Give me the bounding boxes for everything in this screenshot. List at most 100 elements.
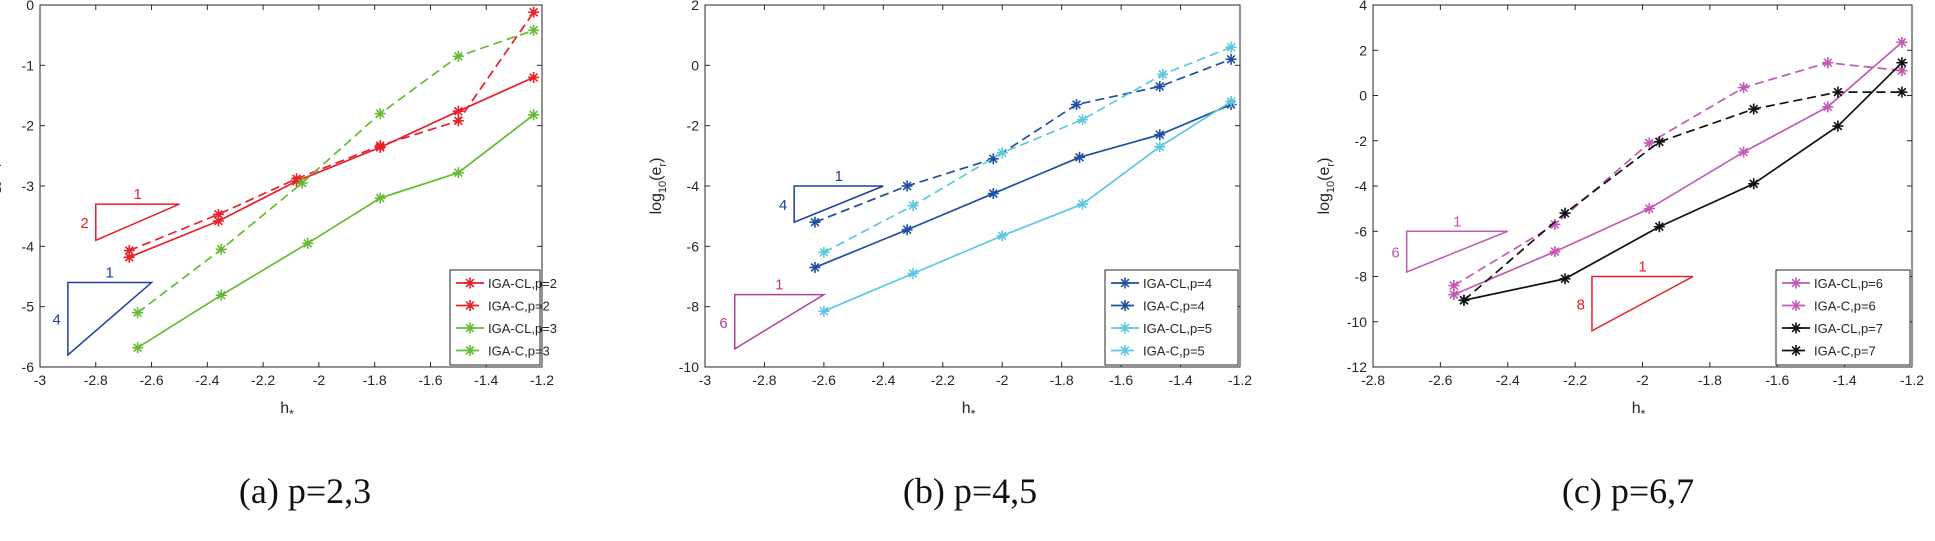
y-tick-label: -4 <box>687 178 700 194</box>
data-point <box>1822 57 1834 69</box>
data-point <box>1448 289 1460 301</box>
series-IGA-CL,p=5 <box>818 96 1237 317</box>
caption-b: (b) p=4,5 <box>902 471 1038 511</box>
legend-entry: IGA-CL,p=7 <box>1782 321 1883 336</box>
x-tick-label: -2.4 <box>1496 372 1520 388</box>
x-axis-label: h* <box>962 400 976 421</box>
data-point <box>996 147 1008 159</box>
slope-rise-label: 6 <box>1391 245 1399 262</box>
data-point <box>528 6 540 18</box>
slope-triangle: 14 <box>779 168 884 224</box>
legend-entry: IGA-C,p=3 <box>456 344 550 359</box>
data-point <box>215 289 227 301</box>
legend: IGA-CL,p=2 IGA-C,p=2 IGA-CL,p=3 IGA-C,p=3 <box>449 269 557 366</box>
x-tick-label: -2 <box>996 372 1009 388</box>
data-point <box>1559 207 1571 219</box>
y-tick-label: 2 <box>1359 42 1367 58</box>
legend-box <box>449 269 541 366</box>
y-axis-label: log10(er) <box>648 158 669 215</box>
x-tick-label: -2.4 <box>871 372 895 388</box>
y-tick-label: -4 <box>1355 178 1368 194</box>
data-point <box>1832 120 1844 132</box>
slope-run-label: 1 <box>1638 259 1646 276</box>
y-tick-label: -8 <box>1355 269 1368 285</box>
series-line <box>128 11 535 252</box>
data-point <box>296 177 308 189</box>
series-IGA-C,p=4 <box>809 53 1237 228</box>
series-IGA-C,p=6 <box>1448 57 1908 292</box>
x-tick-label: -1.8 <box>1698 372 1722 388</box>
legend-label: IGA-CL,p=4 <box>1143 276 1212 291</box>
x-tick-label: -2.6 <box>139 372 163 388</box>
y-tick-label: -4 <box>22 238 35 254</box>
legend-marker <box>1790 277 1802 289</box>
series-line <box>1463 62 1903 302</box>
x-tick-label: -2 <box>1636 372 1649 388</box>
y-tick-label: -10 <box>1347 314 1367 330</box>
legend-marker <box>1119 277 1131 289</box>
data-point <box>901 180 913 192</box>
legend-label: IGA-CL,p=6 <box>1814 276 1883 291</box>
series-line <box>823 100 1232 312</box>
legend-marker <box>1119 300 1131 311</box>
y-tick-label: 2 <box>691 0 699 13</box>
x-tick-label: -1.4 <box>1833 372 1857 388</box>
x-tick-label: -3 <box>699 372 712 388</box>
data-point <box>452 167 464 179</box>
legend-marker <box>1790 345 1802 356</box>
slope-triangle: 16 <box>1391 213 1509 274</box>
legend-entry: IGA-CL,p=6 <box>1782 276 1883 291</box>
data-point <box>1225 96 1237 108</box>
slope-run-label: 1 <box>133 186 141 203</box>
legend-label: IGA-CL,p=7 <box>1814 321 1883 336</box>
legend-marker <box>464 277 476 289</box>
data-point <box>374 140 386 152</box>
legend-marker <box>464 345 476 356</box>
x-tick-label: -1.4 <box>474 372 498 388</box>
data-point <box>528 109 540 121</box>
series-IGA-C,p=2 <box>123 6 540 257</box>
legend-entry: IGA-CL,p=3 <box>456 321 557 336</box>
legend-entry: IGA-C,p=4 <box>1111 299 1205 314</box>
data-point <box>1076 198 1088 210</box>
data-point <box>132 307 144 319</box>
caption-c: (c) p=6,7 <box>1561 471 1695 511</box>
x-tick-label: -1.2 <box>1900 372 1924 388</box>
data-point <box>528 24 540 36</box>
data-point <box>1896 36 1908 48</box>
slope-triangle-shape <box>67 281 154 357</box>
data-point <box>1896 57 1908 69</box>
legend-label: IGA-CL,p=3 <box>488 321 557 336</box>
series-line <box>814 103 1232 269</box>
data-point <box>1559 273 1571 285</box>
chart-b: -3 -2.8 -2.6 -2.4 -2.2 -2 -1.8 -1.6 -1.4 -1.2 -10 -… <box>648 0 1252 421</box>
slope-rise-label: 4 <box>53 312 61 329</box>
series-IGA-CL,p=2 <box>123 71 540 263</box>
legend-entry: IGA-CL,p=2 <box>456 276 557 291</box>
x-tick-label: -2 <box>313 372 326 388</box>
slope-triangle-shape <box>95 203 180 242</box>
data-point <box>818 246 830 258</box>
slope-triangle-shape <box>1405 230 1509 274</box>
data-point <box>1643 137 1655 149</box>
y-tick-label: 0 <box>26 0 34 13</box>
data-point <box>1458 294 1470 306</box>
data-point <box>1748 178 1760 190</box>
data-point <box>901 224 913 236</box>
data-point <box>1549 246 1561 258</box>
x-tick-label: -3 <box>34 372 47 388</box>
data-point <box>809 216 821 228</box>
legend-label: IGA-CL,p=2 <box>488 276 557 291</box>
data-point <box>302 237 314 249</box>
y-tick-label: 4 <box>1359 0 1367 13</box>
legend-label: IGA-C,p=3 <box>488 344 550 359</box>
slope-triangle-shape <box>793 185 884 224</box>
y-tick-label: -6 <box>1355 223 1368 239</box>
data-point <box>291 173 303 185</box>
series-line <box>1453 41 1903 296</box>
series-IGA-C,p=5 <box>818 41 1237 258</box>
chart-a: -3 -2.8 -2.6 -2.4 -2.2 -2 -1.8 -1.6 -1.4 -1.2 -6 -5… <box>0 0 557 421</box>
data-point <box>132 342 144 354</box>
y-tick-label: -6 <box>22 359 35 375</box>
y-axis-label: log10(er) <box>1316 158 1337 215</box>
